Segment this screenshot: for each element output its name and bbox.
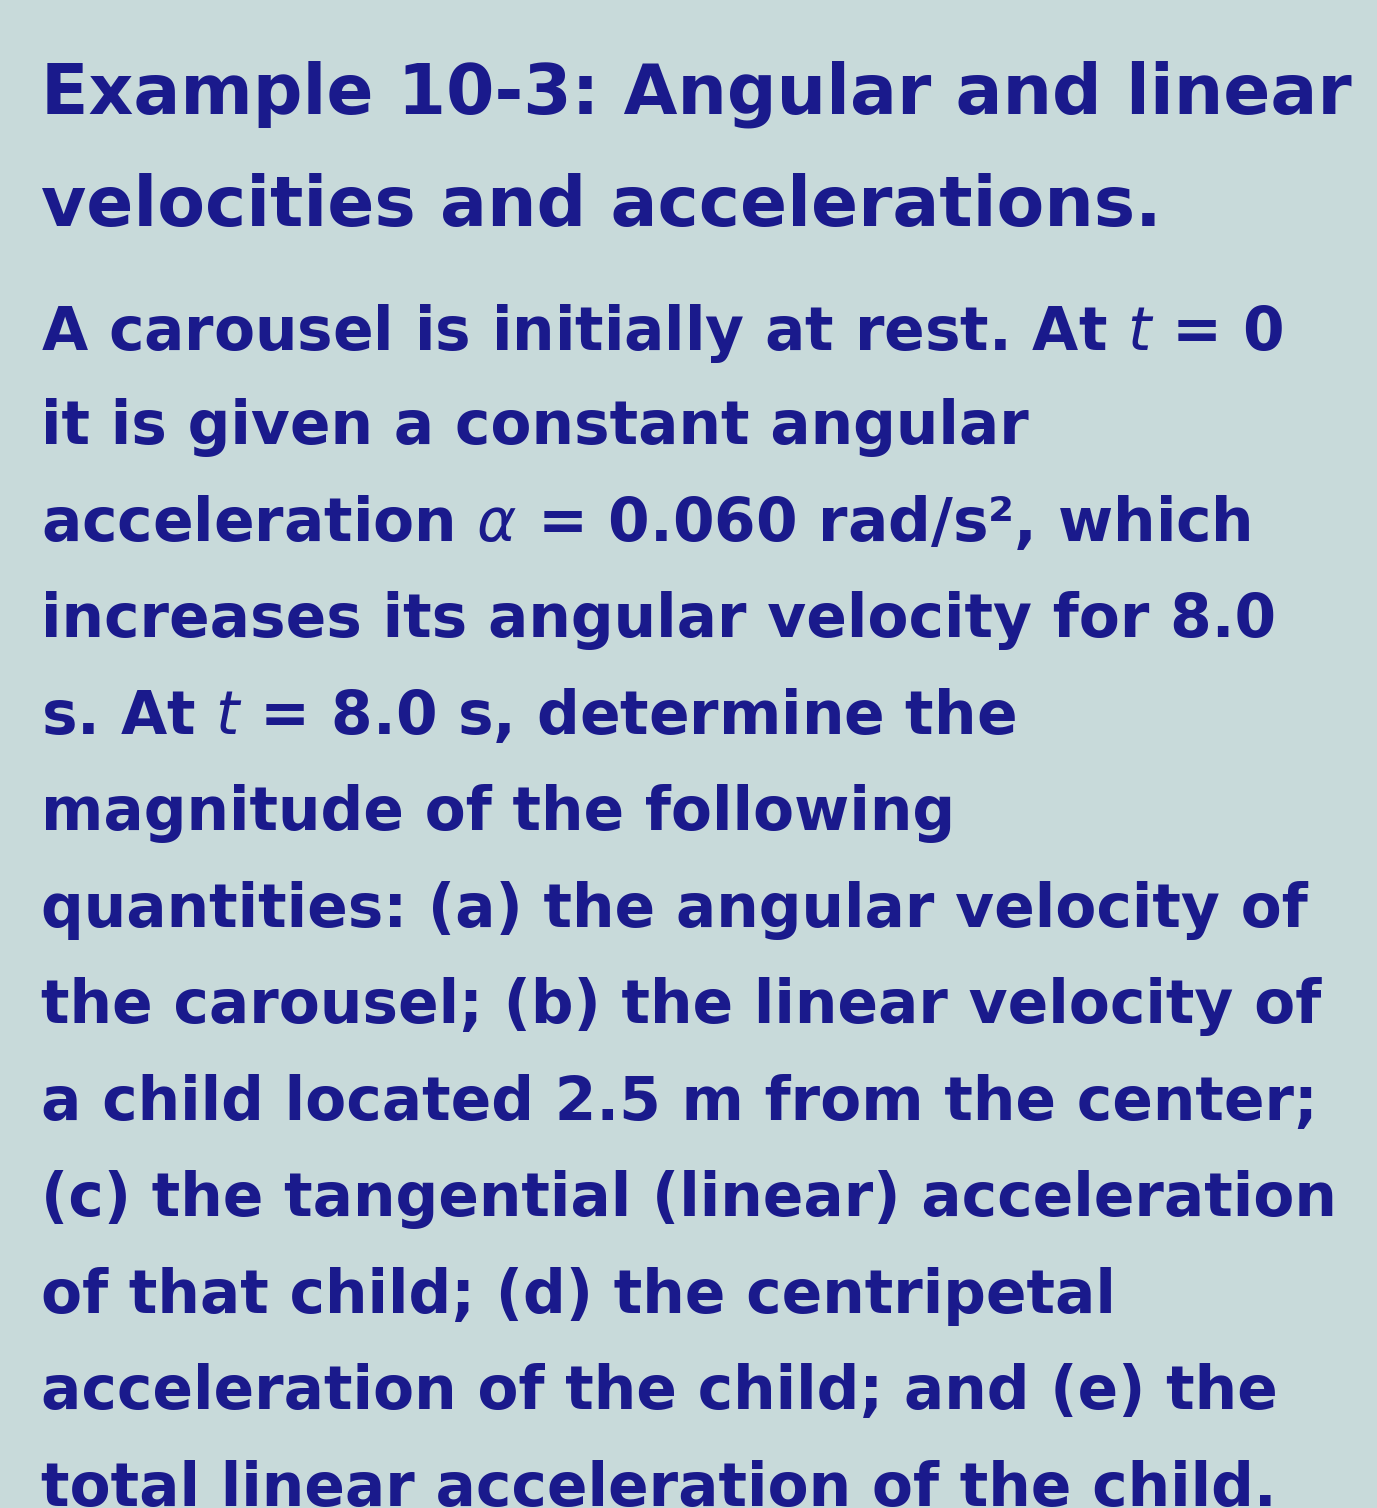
Text: A carousel is initially at rest. At $t$ = 0: A carousel is initially at rest. At $t$ … xyxy=(41,302,1283,365)
Text: total linear acceleration of the child.: total linear acceleration of the child. xyxy=(41,1460,1276,1508)
Text: quantities: (a) the angular velocity of: quantities: (a) the angular velocity of xyxy=(41,881,1308,939)
Text: acceleration $\alpha$ = 0.060 rad/s², which: acceleration $\alpha$ = 0.060 rad/s², wh… xyxy=(41,495,1252,553)
Text: increases its angular velocity for 8.0: increases its angular velocity for 8.0 xyxy=(41,591,1276,650)
Text: magnitude of the following: magnitude of the following xyxy=(41,784,956,843)
Text: velocities and accelerations.: velocities and accelerations. xyxy=(41,173,1162,240)
Text: Example 10-3: Angular and linear: Example 10-3: Angular and linear xyxy=(41,60,1352,128)
Text: of that child; (d) the centripetal: of that child; (d) the centripetal xyxy=(41,1267,1117,1326)
Text: acceleration of the child; and (e) the: acceleration of the child; and (e) the xyxy=(41,1363,1278,1422)
Text: the carousel; (b) the linear velocity of: the carousel; (b) the linear velocity of xyxy=(41,977,1322,1036)
Text: a child located 2.5 m from the center;: a child located 2.5 m from the center; xyxy=(41,1074,1318,1133)
Text: s. At $t$ = 8.0 s, determine the: s. At $t$ = 8.0 s, determine the xyxy=(41,688,1016,746)
Text: (c) the tangential (linear) acceleration: (c) the tangential (linear) acceleration xyxy=(41,1170,1337,1229)
Text: it is given a constant angular: it is given a constant angular xyxy=(41,398,1029,457)
